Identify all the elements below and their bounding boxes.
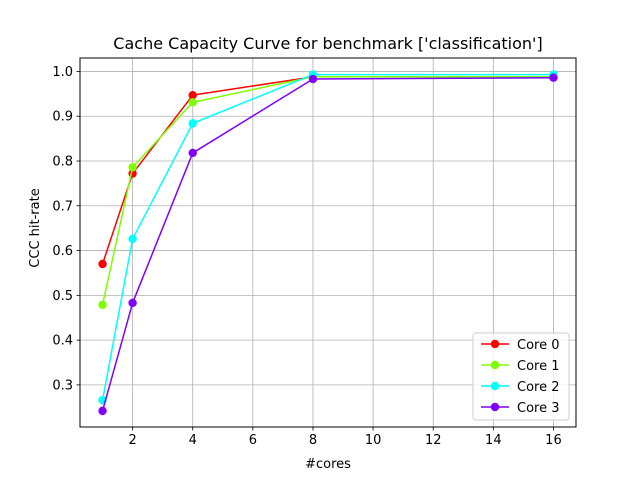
series-layer	[98, 70, 558, 416]
x-tick-label: 10	[365, 433, 382, 448]
data-point	[308, 74, 318, 84]
data-point	[549, 73, 558, 82]
y-tick-label: 0.9	[52, 110, 73, 125]
x-axis-label: #cores	[305, 457, 351, 472]
x-tick-label: 6	[249, 433, 257, 448]
legend-swatch-marker	[490, 360, 500, 370]
data-point	[188, 148, 197, 158]
y-tick-label: 1.0	[52, 65, 73, 80]
legend-label: Core 2	[517, 380, 560, 395]
legend: Core 0 Core 1 Core 2 Core 3	[472, 332, 570, 421]
y-axis-label: CCC hit-rate	[28, 188, 43, 267]
data-point	[128, 298, 137, 308]
x-tick-label: 2	[128, 433, 136, 448]
y-tick-label: 0.8	[52, 154, 73, 169]
legend-swatch-marker	[490, 402, 500, 412]
ticks: 2 4 6 8 10 12 14 16 0.3 0.4 0.5 0.6 0.7 0.8 0.9 1.0	[52, 65, 561, 448]
legend-label: Core 3	[517, 401, 560, 416]
x-tick-label: 16	[545, 433, 562, 448]
legend-label: Core 0	[517, 338, 560, 353]
legend-box	[472, 332, 570, 421]
y-tick-label: 0.6	[52, 244, 73, 259]
x-tick-label: 12	[425, 433, 442, 448]
legend-label: Core 1	[517, 359, 560, 374]
legend-swatch-marker	[490, 381, 500, 391]
plot-frame	[79, 57, 577, 428]
y-tick-label: 0.4	[52, 334, 73, 349]
chart-title: Cache Capacity Curve for benchmark ['cla…	[113, 34, 542, 53]
series-3	[98, 73, 558, 416]
x-tick-label: 8	[309, 433, 317, 448]
legend-item: Core 2	[481, 380, 560, 395]
legend-item: Core 3	[481, 401, 560, 416]
data-point	[98, 259, 107, 269]
legend-item: Core 1	[481, 359, 560, 374]
y-tick-label: 0.5	[52, 289, 73, 304]
x-tick-label: 4	[189, 433, 197, 448]
data-point	[188, 90, 197, 100]
data-point	[128, 163, 137, 172]
data-point	[128, 234, 137, 244]
data-point	[188, 119, 197, 128]
x-tick-label: 14	[485, 433, 502, 448]
data-point	[98, 300, 107, 309]
data-point	[98, 406, 107, 416]
y-tick-label: 0.7	[52, 199, 73, 214]
y-tick-label: 0.3	[52, 378, 73, 393]
legend-swatch-marker	[490, 339, 500, 349]
data-point	[188, 98, 197, 107]
legend-item: Core 0	[481, 338, 560, 353]
